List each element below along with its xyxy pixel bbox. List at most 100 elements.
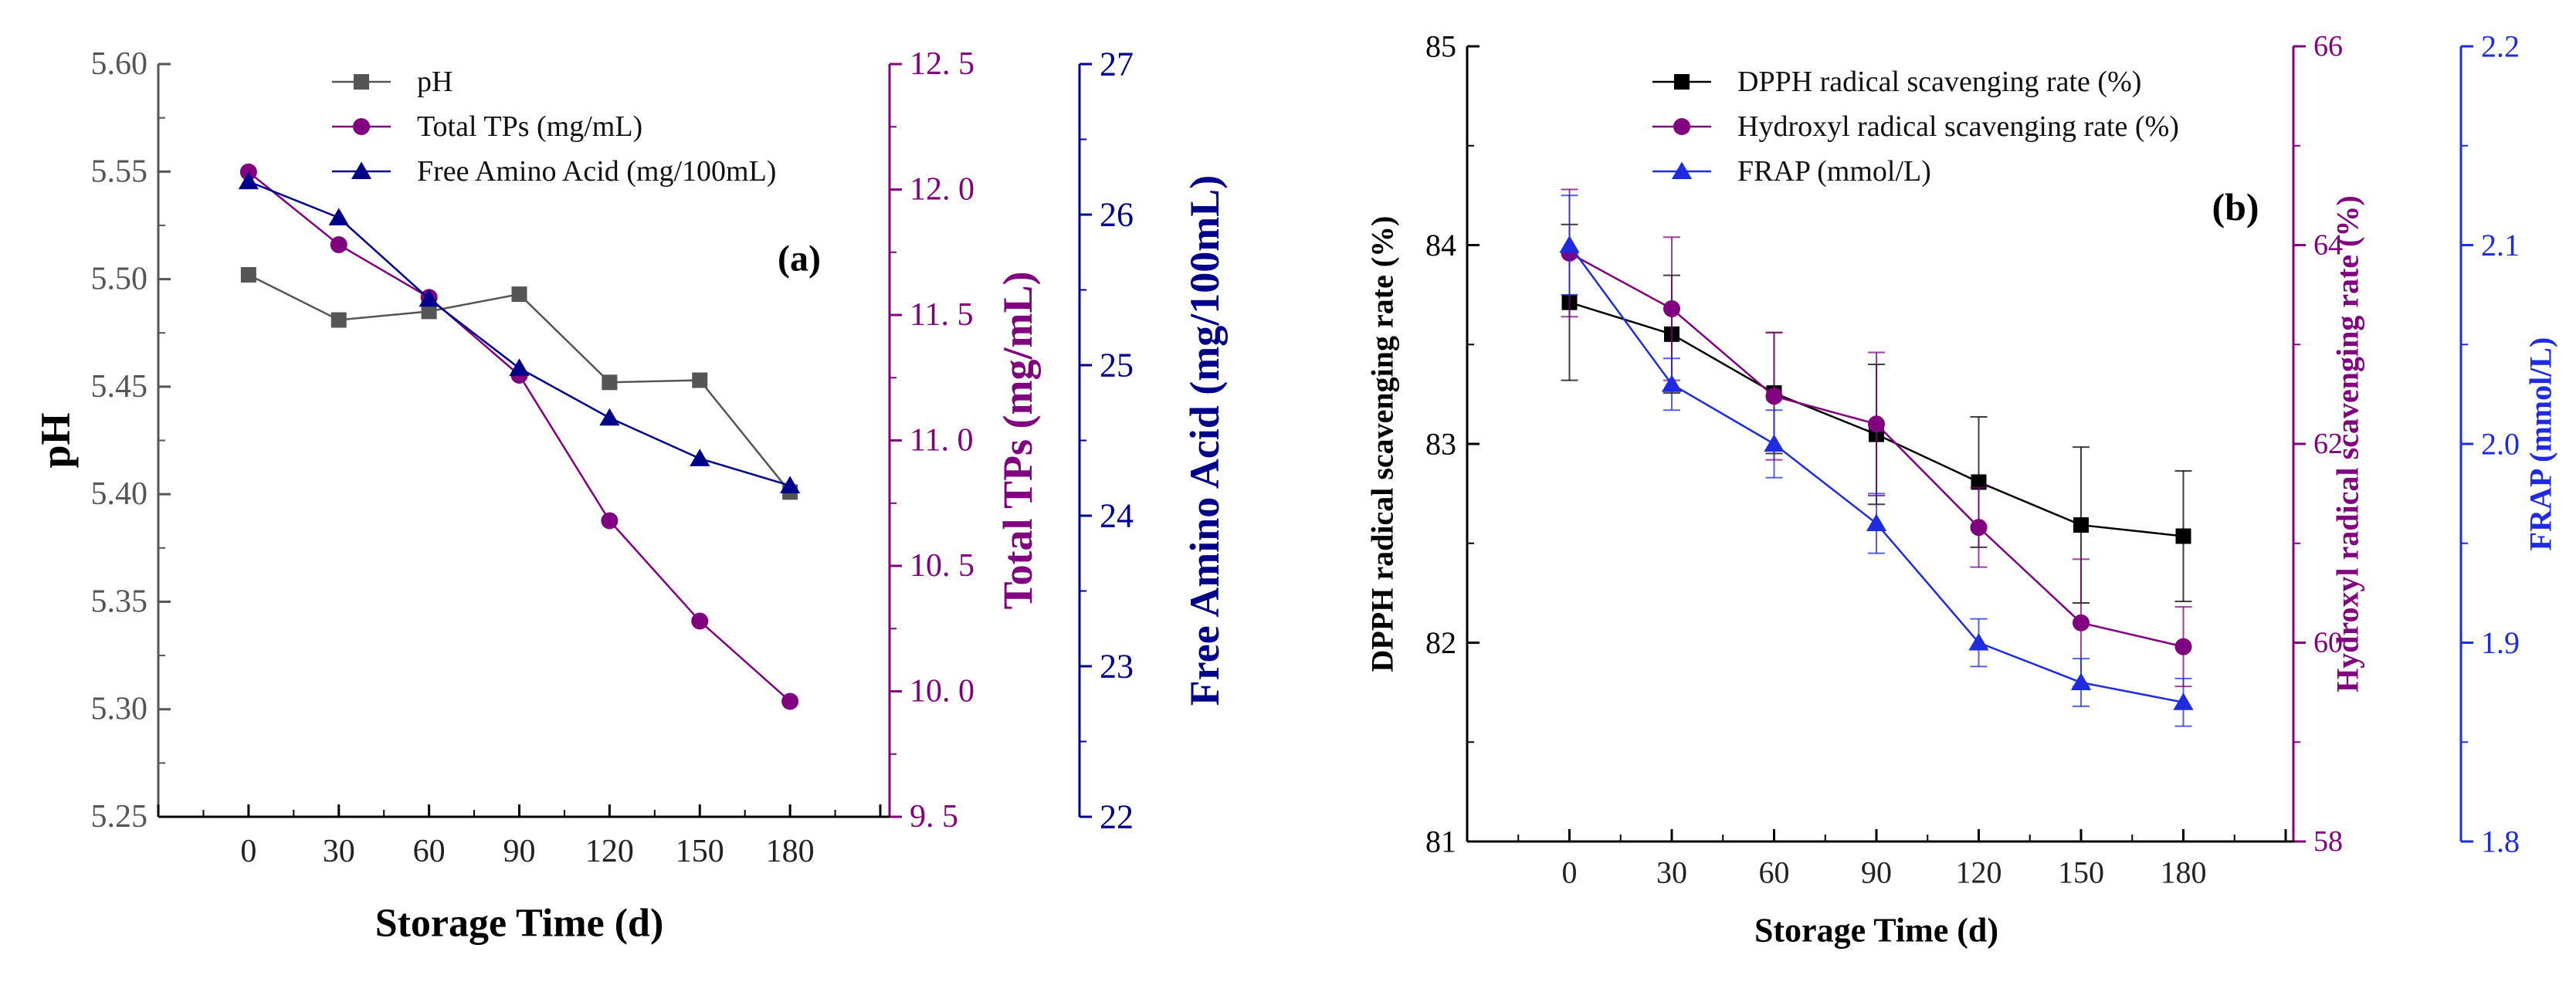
legend-marker <box>353 118 370 135</box>
data-point <box>1968 633 1989 651</box>
data-point <box>1866 513 1887 531</box>
series-line <box>248 171 791 703</box>
legend-marker <box>1673 118 1690 135</box>
y-tick-label: 58 <box>2313 825 2343 858</box>
panel-label: (b) <box>2212 185 2259 229</box>
data-point <box>780 476 801 493</box>
data-point <box>1970 519 1988 537</box>
y-tick-label: 84 <box>1425 228 1456 262</box>
x-tick-label: 120 <box>1956 855 2002 890</box>
y-axis-label: Free Amino Acid (mg/100mL) <box>1181 175 1228 706</box>
x-tick-label: 150 <box>2058 855 2104 890</box>
y-tick-label: 5.40 <box>91 476 148 512</box>
data-point <box>330 236 347 253</box>
y-tick-label: 5.60 <box>91 46 148 82</box>
y-tick-label: 64 <box>2313 229 2343 262</box>
data-point <box>511 286 527 303</box>
x-tick-label: 30 <box>1656 855 1687 890</box>
legend-marker <box>351 161 372 179</box>
y-tick-label: 11. 0 <box>910 423 973 459</box>
y-tick-label: 5.45 <box>91 369 148 405</box>
y-tick-label: 82 <box>1425 625 1456 660</box>
data-point <box>1971 474 1987 490</box>
legend-label: pH <box>417 66 452 98</box>
x-tick-label: 60 <box>413 834 446 869</box>
x-tick-label: 150 <box>676 834 724 869</box>
data-point <box>1764 434 1785 452</box>
y-tick-label: 5.35 <box>91 584 148 619</box>
data-point <box>601 512 619 530</box>
data-point <box>509 358 530 376</box>
legend-label: Hydroxyl radical scavenging rate (%) <box>1737 110 2179 143</box>
y-tick-label: 2.0 <box>2481 427 2520 462</box>
y-tick-label: 22 <box>1100 798 1134 836</box>
chart-panel-a: 5.25 5.30 5.35 5.40 5.45 5.50 5.55 5.60 pH 9. 5 10… <box>32 46 1228 946</box>
data-point <box>2073 517 2089 533</box>
x-tick-label: 90 <box>503 834 536 869</box>
y-tick-label: 5.55 <box>91 154 148 189</box>
data-point <box>1663 300 1680 317</box>
data-point <box>1559 235 1580 253</box>
x-tick-label: 30 <box>323 834 355 869</box>
data-point <box>1765 388 1783 405</box>
y-tick-label: 5.50 <box>91 262 148 297</box>
data-point <box>2173 692 2194 710</box>
y-tick-label: 60 <box>2313 627 2343 659</box>
data-point <box>602 374 618 391</box>
chart-panel-b: 81 82 83 84 85 DPPH radical scavenging rate (… <box>1365 29 2558 950</box>
y-tick-label: 25 <box>1100 347 1134 384</box>
series-line <box>248 180 791 487</box>
y-tick-label: 12. 0 <box>910 172 974 208</box>
y-tick-label: 1.9 <box>2481 625 2520 660</box>
y-tick-label: 1.8 <box>2481 825 2520 859</box>
legend-label: Free Amino Acid (mg/100mL) <box>417 155 776 188</box>
y-tick-label: 23 <box>1100 648 1134 686</box>
x-tick-label: 60 <box>1759 855 1790 890</box>
legend-marker <box>1671 161 1693 179</box>
legend-marker <box>354 74 369 90</box>
legend-label: FRAP (mmol/L) <box>1737 155 1931 188</box>
data-point <box>691 612 709 630</box>
x-axis-label: Storage Time (d) <box>1754 912 1998 950</box>
data-point <box>2073 614 2090 632</box>
y-tick-label: 2.2 <box>2481 29 2520 64</box>
y-tick-label: 85 <box>1425 29 1456 64</box>
y-axis-label: DPPH radical scavenging rate (%) <box>1365 216 1400 672</box>
x-tick-label: 180 <box>766 834 815 869</box>
y-axis-label: Total TPs (mg/mL) <box>995 271 1041 609</box>
y-tick-label: 27 <box>1100 46 1134 83</box>
legend-label: Total TPs (mg/mL) <box>417 110 642 143</box>
x-tick-label: 0 <box>1562 855 1578 890</box>
y-axis-label: Hydroxyl radical scavenging rate (%) <box>2330 195 2365 692</box>
x-tick-label: 120 <box>585 834 634 869</box>
y-tick-label: 66 <box>2313 30 2343 63</box>
y-tick-label: 9. 5 <box>910 799 958 835</box>
x-axis-label: Storage Time (d) <box>375 902 664 946</box>
data-point <box>330 312 347 328</box>
legend-label: DPPH radical scavenging rate (%) <box>1737 66 2141 98</box>
x-tick-label: 90 <box>1861 855 1892 890</box>
data-point <box>690 449 710 466</box>
data-point <box>421 303 437 320</box>
x-tick-label: 0 <box>240 834 256 869</box>
data-point <box>781 692 799 710</box>
y-tick-label: 2.1 <box>2481 228 2520 262</box>
data-point <box>2175 528 2191 544</box>
data-point <box>1868 415 1885 433</box>
data-point <box>328 208 349 225</box>
data-point <box>1661 374 1683 392</box>
data-point <box>2070 672 2092 690</box>
y-tick-label: 26 <box>1100 196 1134 234</box>
data-point <box>238 171 259 190</box>
y-tick-label: 5.25 <box>91 799 148 835</box>
data-point <box>599 408 620 426</box>
y-tick-label: 12. 5 <box>910 46 974 82</box>
data-point <box>240 267 256 283</box>
y-tick-label: 5.30 <box>91 692 148 727</box>
y-tick-label: 62 <box>2313 428 2343 460</box>
y-tick-label: 10. 5 <box>910 548 974 584</box>
data-point <box>692 372 708 388</box>
data-point <box>419 289 439 307</box>
y-tick-label: 24 <box>1100 497 1134 535</box>
